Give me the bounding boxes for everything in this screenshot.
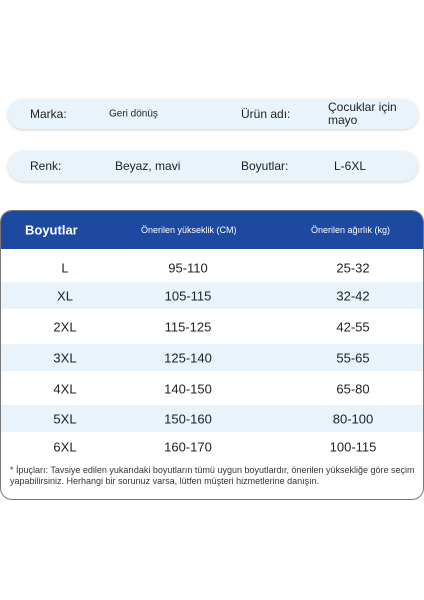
size-cell: 6XL	[53, 439, 77, 454]
weight-cell: 80-100	[332, 411, 374, 426]
brand-label: Marka:	[30, 107, 67, 121]
height-cell: 115-125	[164, 319, 212, 334]
weight-cell: 32-42	[336, 288, 370, 303]
table-header: Boyutlar Önerilen yükseklik (CM) Önerile…	[1, 211, 423, 249]
height-cell: 125-140	[164, 350, 212, 365]
height-cell: 140-150	[164, 381, 212, 396]
brand-value: Geri dönüş	[109, 108, 158, 120]
sizes-label: Boyutlar:	[241, 159, 289, 173]
height-cell: 160-170	[164, 439, 212, 454]
size-cell: 5XL	[53, 411, 77, 426]
weight-cell: 42-55	[336, 319, 370, 334]
size-cell: 3XL	[53, 350, 77, 365]
table-row: L 95-110 25-32	[1, 254, 423, 281]
product-value-line1: Çocuklar için	[328, 100, 397, 114]
table-row: 5XL 150-160 80-100	[1, 405, 423, 432]
table-row: 3XL 125-140 55-65	[1, 344, 423, 371]
product-label: Ürün adı:	[241, 107, 291, 121]
height-cell: 95-110	[168, 260, 208, 275]
product-value: Çocuklar için mayo	[328, 101, 397, 127]
weight-cell: 100-115	[329, 439, 377, 454]
product-value-line2: mayo	[328, 113, 358, 127]
header-height: Önerilen yükseklik (CM)	[141, 225, 237, 235]
color-label: Renk:	[30, 159, 62, 173]
size-chart-table: Boyutlar Önerilen yükseklik (CM) Önerile…	[0, 210, 424, 500]
table-row: 6XL 160-170 100-115	[1, 433, 423, 460]
sizes-value: L-6XL	[334, 159, 367, 173]
height-cell: 150-160	[164, 411, 212, 426]
size-cell: 2XL	[53, 319, 77, 334]
info-row-brand-product: Marka: Geri dönüş Ürün adı: Çocuklar içi…	[8, 99, 418, 129]
weight-cell: 65-80	[336, 381, 370, 396]
table-row: 2XL 115-125 42-55	[1, 313, 423, 340]
table-row: 4XL 140-150 65-80	[1, 375, 423, 402]
info-row-color-sizes: Renk: Beyaz, mavi Boyutlar: L-6XL	[8, 151, 418, 181]
header-weight: Önerilen ağırlık (kg)	[311, 225, 391, 235]
height-cell: 105-115	[164, 288, 212, 303]
size-cell: L	[61, 260, 69, 275]
weight-cell: 25-32	[336, 260, 370, 275]
size-cell: 4XL	[53, 381, 77, 396]
tips-note: * İpuçları: Tavsiye edilen yukarıdaki bo…	[10, 465, 415, 486]
table-row: XL 105-115 32-42	[1, 282, 423, 309]
weight-cell: 55-65	[336, 350, 370, 365]
color-value: Beyaz, mavi	[115, 159, 181, 173]
header-size: Boyutlar	[25, 222, 78, 238]
size-cell: XL	[57, 288, 73, 303]
